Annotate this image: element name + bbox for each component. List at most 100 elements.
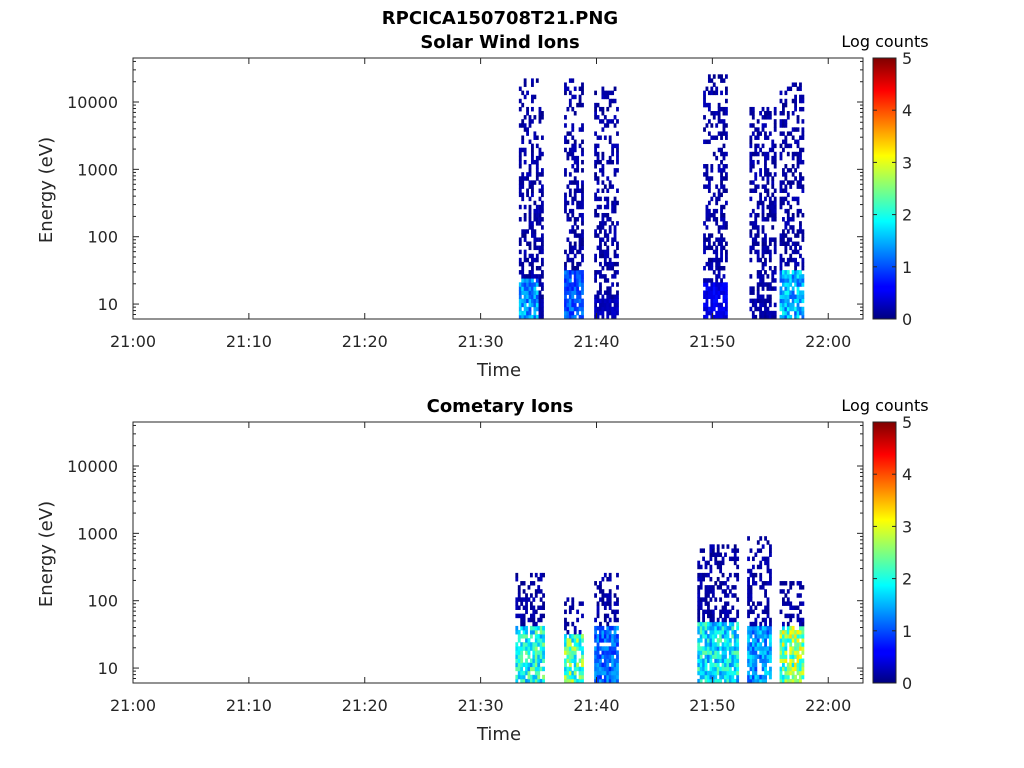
x-axis-label-solar-wind: Time <box>476 360 521 381</box>
heatmap-cell <box>764 237 767 242</box>
heatmap-cell <box>715 196 719 202</box>
heatmap-cell <box>707 245 711 251</box>
heatmap-cell <box>754 678 758 684</box>
heatmap-cell <box>601 188 605 193</box>
heatmap-cell <box>608 634 612 639</box>
heatmap-cell <box>531 302 534 308</box>
heatmap-cell <box>697 662 701 668</box>
heatmap-cell <box>521 196 525 202</box>
heatmap-cell <box>699 621 703 627</box>
heatmap-cell <box>707 139 711 145</box>
heatmap-cell <box>522 589 526 594</box>
heatmap-cell <box>717 294 721 300</box>
heatmap-cell <box>709 642 713 647</box>
heatmap-cell <box>782 180 785 185</box>
heatmap-cell <box>564 670 567 676</box>
heatmap-cell <box>789 282 793 287</box>
heatmap-cell <box>606 298 610 304</box>
heatmap-cell <box>722 225 726 230</box>
heatmap-cell <box>786 115 790 120</box>
heatmap-cell <box>611 662 615 668</box>
heatmap-cell <box>521 274 525 279</box>
heatmap-cell <box>726 674 730 680</box>
heatmap-cell <box>601 576 605 582</box>
heatmap-cell <box>699 654 703 659</box>
heatmap-cell <box>531 188 534 193</box>
heatmap-cell <box>756 674 760 680</box>
heatmap-cell <box>799 278 802 283</box>
heatmap-cell <box>564 249 567 255</box>
heatmap-cell <box>710 168 714 173</box>
heatmap-cell <box>599 168 602 173</box>
heatmap-cell <box>779 233 783 238</box>
heatmap-cell <box>721 605 725 610</box>
heatmap-cell <box>603 257 607 263</box>
heatmap-cell <box>711 593 715 598</box>
heatmap-cell <box>749 123 753 128</box>
heatmap-cell <box>796 298 800 304</box>
heatmap-cell <box>596 196 600 202</box>
heatmap-cell <box>722 123 726 128</box>
heatmap-cell <box>596 270 600 275</box>
heatmap-cell <box>528 168 532 173</box>
heatmap-cell <box>751 298 755 304</box>
heatmap-cell <box>794 654 797 659</box>
heatmap-cell <box>608 225 612 230</box>
heatmap-cell <box>769 638 772 643</box>
heatmap-cell <box>726 658 730 664</box>
heatmap-cell <box>564 135 567 140</box>
heatmap-cell <box>710 298 714 304</box>
heatmap-cell <box>789 601 793 606</box>
heatmap-cell <box>796 646 800 651</box>
heatmap-cell <box>749 233 753 238</box>
heatmap-cell <box>720 278 723 283</box>
heatmap-cell <box>697 613 701 619</box>
heatmap-cell <box>759 585 763 590</box>
heatmap-cell <box>768 294 772 300</box>
heatmap-cell <box>711 654 715 659</box>
panel-cometary: Cometary Ions 21:00 21:10 21:20 21:30 21:40 2… <box>36 396 929 745</box>
heatmap-cell <box>751 621 755 627</box>
heatmap-cell <box>791 290 795 295</box>
heatmap-cell <box>749 609 753 615</box>
heatmap-cell <box>747 581 750 586</box>
heatmap-cell <box>724 666 727 672</box>
heatmap-cell <box>717 102 721 108</box>
heatmap-cell <box>726 642 730 647</box>
heatmap-cell <box>568 609 572 615</box>
heatmap-cell <box>799 180 802 185</box>
heatmap-cell <box>571 601 575 606</box>
heatmap-cell <box>529 613 533 619</box>
heatmap-cell <box>773 212 777 218</box>
heatmap-cell <box>564 204 567 210</box>
heatmap-cell <box>725 86 728 92</box>
x-tick-label: 21:20 <box>342 332 388 351</box>
heatmap-cell <box>571 654 575 659</box>
heatmap-cell <box>596 135 600 140</box>
heatmap-cell <box>616 261 619 267</box>
heatmap-cell <box>601 274 605 279</box>
heatmap-cell <box>794 298 797 304</box>
heatmap-cell <box>576 678 580 684</box>
heatmap-cell <box>707 621 710 627</box>
heatmap-cell <box>709 638 713 643</box>
heatmap-cell <box>719 646 723 651</box>
heatmap-cell <box>726 634 730 639</box>
colorbar-tick-label: 5 <box>902 413 912 432</box>
heatmap-cell <box>725 314 728 320</box>
heatmap-cell <box>789 204 793 210</box>
heatmap-cell <box>756 540 760 545</box>
heatmap-cell <box>801 650 805 655</box>
heatmap-cell <box>768 172 772 177</box>
heatmap-cell <box>782 634 785 639</box>
heatmap-cell <box>704 609 708 615</box>
heatmap-cell <box>599 310 602 316</box>
heatmap-cell <box>521 314 525 320</box>
heatmap-cell <box>517 654 521 659</box>
heatmap-cell <box>611 670 615 676</box>
heatmap-cell <box>761 208 765 214</box>
heatmap-cell <box>768 298 772 304</box>
heatmap-cell <box>703 241 706 246</box>
heatmap-cell <box>784 184 788 189</box>
heatmap-cell <box>527 597 531 602</box>
